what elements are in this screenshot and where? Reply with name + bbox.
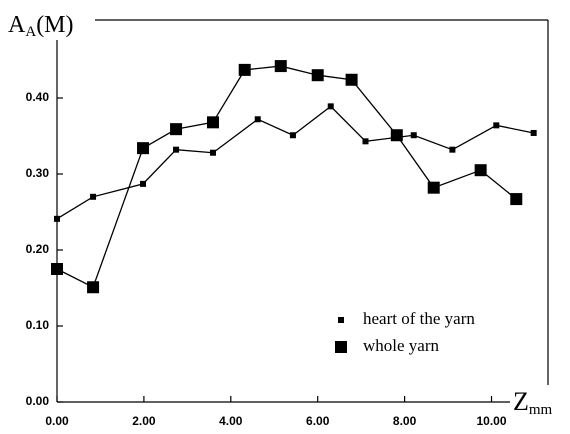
marker — [173, 146, 180, 153]
x-tick-label: 10.00 — [476, 414, 506, 428]
marker — [390, 129, 403, 142]
marker — [206, 116, 219, 129]
marker — [137, 142, 150, 155]
marker — [289, 132, 296, 139]
marker — [345, 73, 358, 86]
x-tick-label: 6.00 — [306, 414, 330, 428]
y-tick-label: 0.40 — [26, 90, 50, 104]
x-tick-label: 0.00 — [45, 414, 69, 428]
marker — [510, 193, 523, 206]
marker — [87, 281, 100, 294]
legend-marker — [335, 341, 347, 353]
marker — [140, 180, 147, 187]
y-tick-label: 0.20 — [26, 242, 50, 256]
marker — [238, 63, 251, 76]
marker — [311, 69, 324, 82]
legend-marker — [338, 317, 344, 323]
x-tick-label: 2.00 — [132, 414, 156, 428]
legend-label: heart of the yarn — [363, 309, 475, 328]
x-tick-label: 8.00 — [393, 414, 417, 428]
marker — [54, 215, 60, 222]
marker — [410, 132, 417, 139]
y-axis-label: AA(M) — [8, 12, 74, 41]
x-axis-label: Zmm — [513, 387, 553, 418]
marker — [474, 164, 487, 177]
marker — [254, 116, 261, 123]
y-tick-label: 0.10 — [26, 318, 50, 332]
series-line — [56, 65, 517, 289]
marker — [51, 263, 63, 275]
series-line — [56, 105, 534, 220]
marker — [209, 149, 216, 156]
marker — [493, 122, 500, 129]
x-tick-label: 4.00 — [219, 414, 243, 428]
marker — [427, 181, 440, 194]
marker — [170, 123, 183, 136]
legend-label: whole yarn — [363, 336, 440, 355]
marker — [362, 138, 369, 145]
y-tick-label: 0.30 — [26, 166, 50, 180]
y-tick-label: 0.00 — [26, 394, 50, 408]
marker — [327, 103, 334, 110]
marker — [90, 193, 97, 200]
marker — [449, 146, 456, 153]
marker — [274, 60, 287, 73]
marker — [530, 129, 537, 136]
